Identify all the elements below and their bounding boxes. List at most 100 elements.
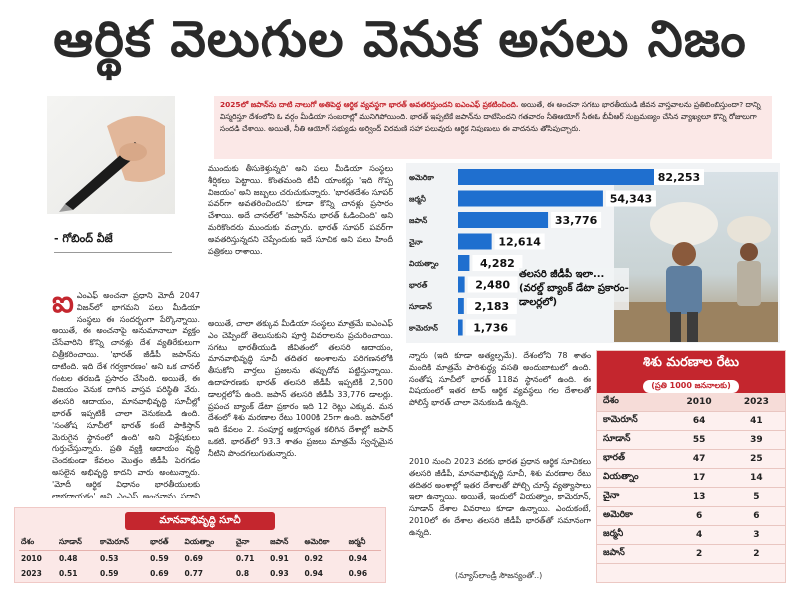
hdi-cell: 0.96 xyxy=(348,569,368,578)
farmer-carrying-sack-photo xyxy=(614,172,778,342)
imr-table-panel: శిశు మరణాల రేటు (ప్రతి 1000 జననాలకు) దేశ… xyxy=(596,350,786,583)
chart-value-box xyxy=(467,276,518,293)
chart-category-label: జర్మనీ xyxy=(409,195,427,206)
intro-paragraph: 2025లో జపాన్‌ను దాటి నాలుగో అతిపెద్ద ఆర్… xyxy=(214,96,772,159)
hdi-header-cell: సూడాన్ xyxy=(56,535,98,551)
imr-table-row: జర్మనీ 4 3 xyxy=(597,525,785,545)
hdi-cell: 0.92 xyxy=(304,554,324,563)
hdi-header-cell: కామెరూన్ xyxy=(98,535,149,551)
imr-cell: 6 xyxy=(727,506,785,526)
imr-cell: అమెరికా xyxy=(597,506,671,526)
hdi-header-cell: జర్మనీ xyxy=(346,535,381,551)
chart-value-box xyxy=(466,298,517,314)
imr-cell: 39 xyxy=(727,430,785,450)
chart-category-label: సూడాన్ xyxy=(409,302,433,311)
imr-cell: 25 xyxy=(727,449,785,469)
hdi-table-title: మానవాభివృద్ధి సూచీ xyxy=(125,512,275,530)
chart-value-box xyxy=(494,233,545,250)
imr-cell: 41 xyxy=(727,411,785,431)
hdi-cell: 0.69 xyxy=(150,569,169,578)
chart-category-label: కామెరూన్ xyxy=(408,324,439,333)
hdi-header-cell: వియత్నాం xyxy=(182,535,234,551)
hdi-cell: 0.59 xyxy=(100,569,119,578)
chart-value-label: 4,282 xyxy=(480,257,515,270)
imr-header-cell: 2023 xyxy=(727,393,785,412)
hdi-cell: 0.94 xyxy=(304,569,324,578)
hdi-cell: 0.69 xyxy=(184,554,204,563)
imr-table-row: కామెరూన్ 64 41 xyxy=(597,411,785,431)
chart-value-box xyxy=(472,255,523,271)
chart-category-label: చైనా xyxy=(409,238,423,248)
imr-table-row: సూడాన్ 55 39 xyxy=(597,430,785,450)
hdi-header-cell: భారత్ xyxy=(148,535,183,551)
chart-value-box xyxy=(605,190,656,207)
imr-table-row: జపాన్ 2 2 xyxy=(597,544,785,564)
hdi-header-cell: దేశం xyxy=(19,535,57,551)
hdi-table-row: 2023 0.51 0.59 0.69 0.77 0.8 0.93 0.94 0.96 xyxy=(19,566,381,581)
imr-header-cell: దేశం xyxy=(597,393,671,412)
chart-bar xyxy=(458,190,603,207)
hdi-cell: 0.91 xyxy=(270,554,289,563)
chart-category-label: వియత్నాం xyxy=(409,259,439,269)
imr-cell: జపాన్ xyxy=(597,544,671,564)
chart-category-label: జపాన్ xyxy=(409,216,428,225)
imr-cell: సూడాన్ xyxy=(597,430,671,450)
imr-cell: 47 xyxy=(670,449,728,469)
chart-bar xyxy=(458,255,470,271)
chart-value-label: 33,776 xyxy=(555,214,598,227)
byline-rule xyxy=(54,252,172,253)
hdi-cell: 0.48 xyxy=(58,554,78,563)
imr-cell: 64 xyxy=(670,411,728,431)
imr-subtitle: (ప్రతి 1000 జననాలకు) xyxy=(643,380,739,393)
imr-cell: చైనా xyxy=(597,487,671,507)
chart-bar xyxy=(458,212,549,228)
imr-cell: 5 xyxy=(727,487,785,507)
chart-value-box xyxy=(465,319,516,336)
intro-highlight: 2025లో జపాన్‌ను దాటి నాలుగో అతిపెద్ద ఆర్… xyxy=(220,100,519,109)
imr-cell: 2 xyxy=(670,544,728,564)
hdi-cell: 0.94 xyxy=(348,554,368,563)
page-headline: ఆర్థిక వెలుగుల వెనుక అసలు నిజం xyxy=(53,10,747,68)
pen-hand-photo xyxy=(47,96,175,214)
imr-cell: జర్మనీ xyxy=(597,525,671,545)
article-column-5: 2010 నుంచి 2023 వరకు భారత ప్రధాన ఆర్థిక … xyxy=(409,457,591,537)
intro-text: అయితే, ఈ అంచనా సగటు భారతీయుడి జీవన వాస్త… xyxy=(220,100,761,133)
hdi-header-cell: చైనా xyxy=(233,535,269,551)
chart-bar xyxy=(458,233,492,250)
imr-table-row: భారత్ 47 25 xyxy=(597,449,785,469)
byline: - గోబింద్ వీజే xyxy=(54,232,113,245)
gdp-bar-chart: అమెరికా 82,253 జర్మనీ 54,343 జపాన్ 33,776 చైనా… xyxy=(408,169,704,336)
hdi-cell: 0.59 xyxy=(150,554,169,563)
imr-cell: 6 xyxy=(670,506,728,526)
hdi-cell: 0.8 xyxy=(235,569,250,578)
imr-cell: 3 xyxy=(727,525,785,545)
imr-table-row: వియత్నాం 17 14 xyxy=(597,468,785,488)
drop-cap: ఐ xyxy=(52,290,74,320)
chart-category-label: అమెరికా xyxy=(409,173,434,182)
chart-value-label: 2,480 xyxy=(475,279,510,292)
hdi-table-panel: మానవాభివృద్ధి సూచీ దేశం సూడాన్ కామెరూన్ భార… xyxy=(14,507,386,583)
imr-cell: 4 xyxy=(670,525,728,545)
imr-table: దేశం 2010 2023 కామెరూన్ 64 41 సూడాన్ 55 39 భారత్… xyxy=(597,393,785,564)
imr-cell: 2 xyxy=(727,544,785,564)
hdi-cell: 2023 xyxy=(21,569,42,578)
hdi-cell: 0.93 xyxy=(270,569,289,578)
hdi-cell: 0.77 xyxy=(184,569,204,578)
chart-value-label: 54,343 xyxy=(610,193,652,206)
hdi-table: దేశం సూడాన్ కామెరూన్ భారత్ వియత్నాం చైనా జపాన్… xyxy=(19,535,381,581)
chart-caption: తలసరి జీడీపీ ఇలా... (వరల్డ్ బ్యాంక్ డేటా… xyxy=(519,268,629,310)
imr-title: శిశు మరణాల రేటు xyxy=(643,355,739,370)
chart-value-label: 2,183 xyxy=(474,300,509,313)
hdi-header-cell: అమెరికా xyxy=(302,535,347,551)
imr-header: శిశు మరణాల రేటు (ప్రతి 1000 జననాలకు) xyxy=(597,351,785,393)
imr-header-cell: 2010 xyxy=(670,393,728,412)
imr-cell: భారత్ xyxy=(597,449,671,469)
source-credit: (న్యూస్‌లాండ్రీ సౌజన్యంతో..) xyxy=(455,571,543,580)
article-column-2: ముందుకు తీసుకెళ్తున్నది' అని పలు మీడియా … xyxy=(208,164,393,256)
hdi-cell: 2010 xyxy=(21,554,42,563)
hdi-cell: 0.71 xyxy=(235,554,255,563)
chart-value-box xyxy=(654,169,704,185)
imr-table-row: అమెరికా 6 6 xyxy=(597,506,785,526)
hdi-table-row: 2010 0.48 0.53 0.59 0.69 0.71 0.91 0.92 0.94 xyxy=(19,551,381,567)
imr-cell: కామెరూన్ xyxy=(597,411,671,431)
